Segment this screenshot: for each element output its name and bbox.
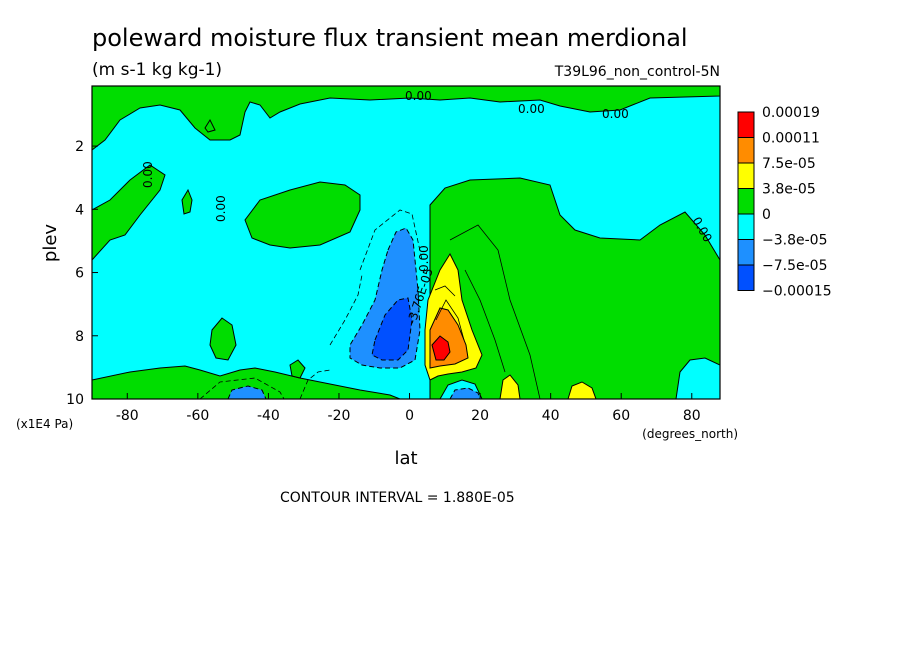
x-tick-label: 0 (405, 408, 414, 424)
y-tick-label: 4 (75, 202, 84, 218)
field-positive-weak-north (429, 177, 720, 399)
x-axis: -80 -60 -40 -20 0 20 40 60 80 (116, 393, 701, 424)
legend-label: 7.5e-05 (762, 156, 816, 172)
x-axis-label: lat (394, 448, 417, 469)
legend-swatch (737, 239, 755, 266)
field-positive-moderate-b2 (567, 381, 597, 399)
x-tick-label: 60 (612, 408, 630, 424)
legend-label: 0.00019 (762, 105, 820, 121)
chart-subtitle: (m s-1 kg kg-1) (92, 60, 222, 80)
contour-line-negative-2 (329, 274, 363, 346)
x-tick-label: 40 (542, 408, 560, 424)
chart-title: poleward moisture flux transient mean me… (92, 24, 688, 52)
field-positive-moderate-b1 (499, 374, 521, 399)
legend: 0.00019 0.00011 7.5e-05 3.8e-05 0 −3.8e-05 −7.… (737, 105, 832, 300)
plot-frame (91, 85, 721, 400)
plot-area: 0.00 0.00 0.00 0.00 0.00 0.00 0.00 -3.76… (91, 85, 721, 400)
contour-label: 0.00 (518, 102, 545, 116)
field-positive-weak-blob2 (181, 188, 193, 215)
legend-label: −3.8e-05 (762, 233, 827, 249)
contour-line-negative (359, 209, 423, 271)
contour-label: 0.00 (417, 245, 431, 272)
field-positive-weak-bottom-left (92, 365, 401, 399)
field-negative-moderate-b2 (449, 387, 481, 399)
field-positive-weak-left (92, 164, 166, 261)
legend-swatch (737, 188, 755, 215)
field-positive-weak-blob1 (209, 317, 237, 361)
contour-line-negative-3 (299, 369, 331, 399)
x-tick-label: 20 (471, 408, 489, 424)
contour-interval-text: CONTOUR INTERVAL = 1.880E-05 (280, 490, 515, 506)
legend-label: 3.8e-05 (762, 182, 816, 198)
x-tick-label: -40 (257, 408, 280, 424)
legend-label: −7.5e-05 (762, 258, 827, 274)
y-axis-unit: (x1E4 Pa) (16, 417, 73, 431)
x-tick-label: 80 (683, 408, 701, 424)
legend-swatch (737, 137, 755, 164)
y-axis-label: plev (40, 224, 61, 263)
field-positive-weak-top2 (244, 181, 361, 249)
legend-label: 0.00011 (762, 131, 820, 147)
contour-label: 0.00 (602, 107, 629, 121)
legend-swatch (737, 213, 755, 240)
contour-label: 0.00 (405, 89, 432, 103)
y-tick-label: 2 (75, 139, 84, 155)
field-positive-weak-blob3 (289, 359, 306, 379)
x-axis-unit: (degrees_north) (642, 427, 738, 441)
y-tick-label: 6 (75, 266, 84, 282)
field-negative-strong (371, 297, 413, 361)
legend-swatch (737, 111, 755, 138)
legend-label: −0.00015 (762, 284, 832, 300)
y-tick-label: 8 (75, 329, 84, 345)
x-tick-label: -20 (328, 408, 351, 424)
field-positive-weak-top (92, 86, 720, 151)
contour-line-positive-3 (434, 285, 456, 297)
field-positive-weak-blob4 (204, 118, 216, 133)
field-negative-moderate-b1 (227, 385, 267, 399)
legend-label: 0 (762, 207, 771, 223)
contour-line-positive (449, 224, 541, 399)
x-tick-label: -60 (186, 408, 209, 424)
legend-swatch (737, 264, 755, 291)
y-axis: 2 4 6 8 10 (66, 139, 98, 408)
contour-line-negative-4 (199, 377, 285, 399)
contour-line-positive-2 (464, 269, 506, 373)
contour-line-positive-4 (435, 299, 465, 341)
contour-label: 0.00 (214, 195, 228, 222)
run-label: T39L96_non_control-5N (554, 64, 720, 80)
contour-label: 0.00 (141, 161, 155, 188)
y-tick-label: 10 (66, 392, 84, 408)
legend-swatch (737, 162, 755, 189)
field-positive-max (431, 335, 451, 361)
field-negative-weak-north-bottom2 (675, 357, 720, 399)
x-tick-label: -80 (116, 408, 139, 424)
